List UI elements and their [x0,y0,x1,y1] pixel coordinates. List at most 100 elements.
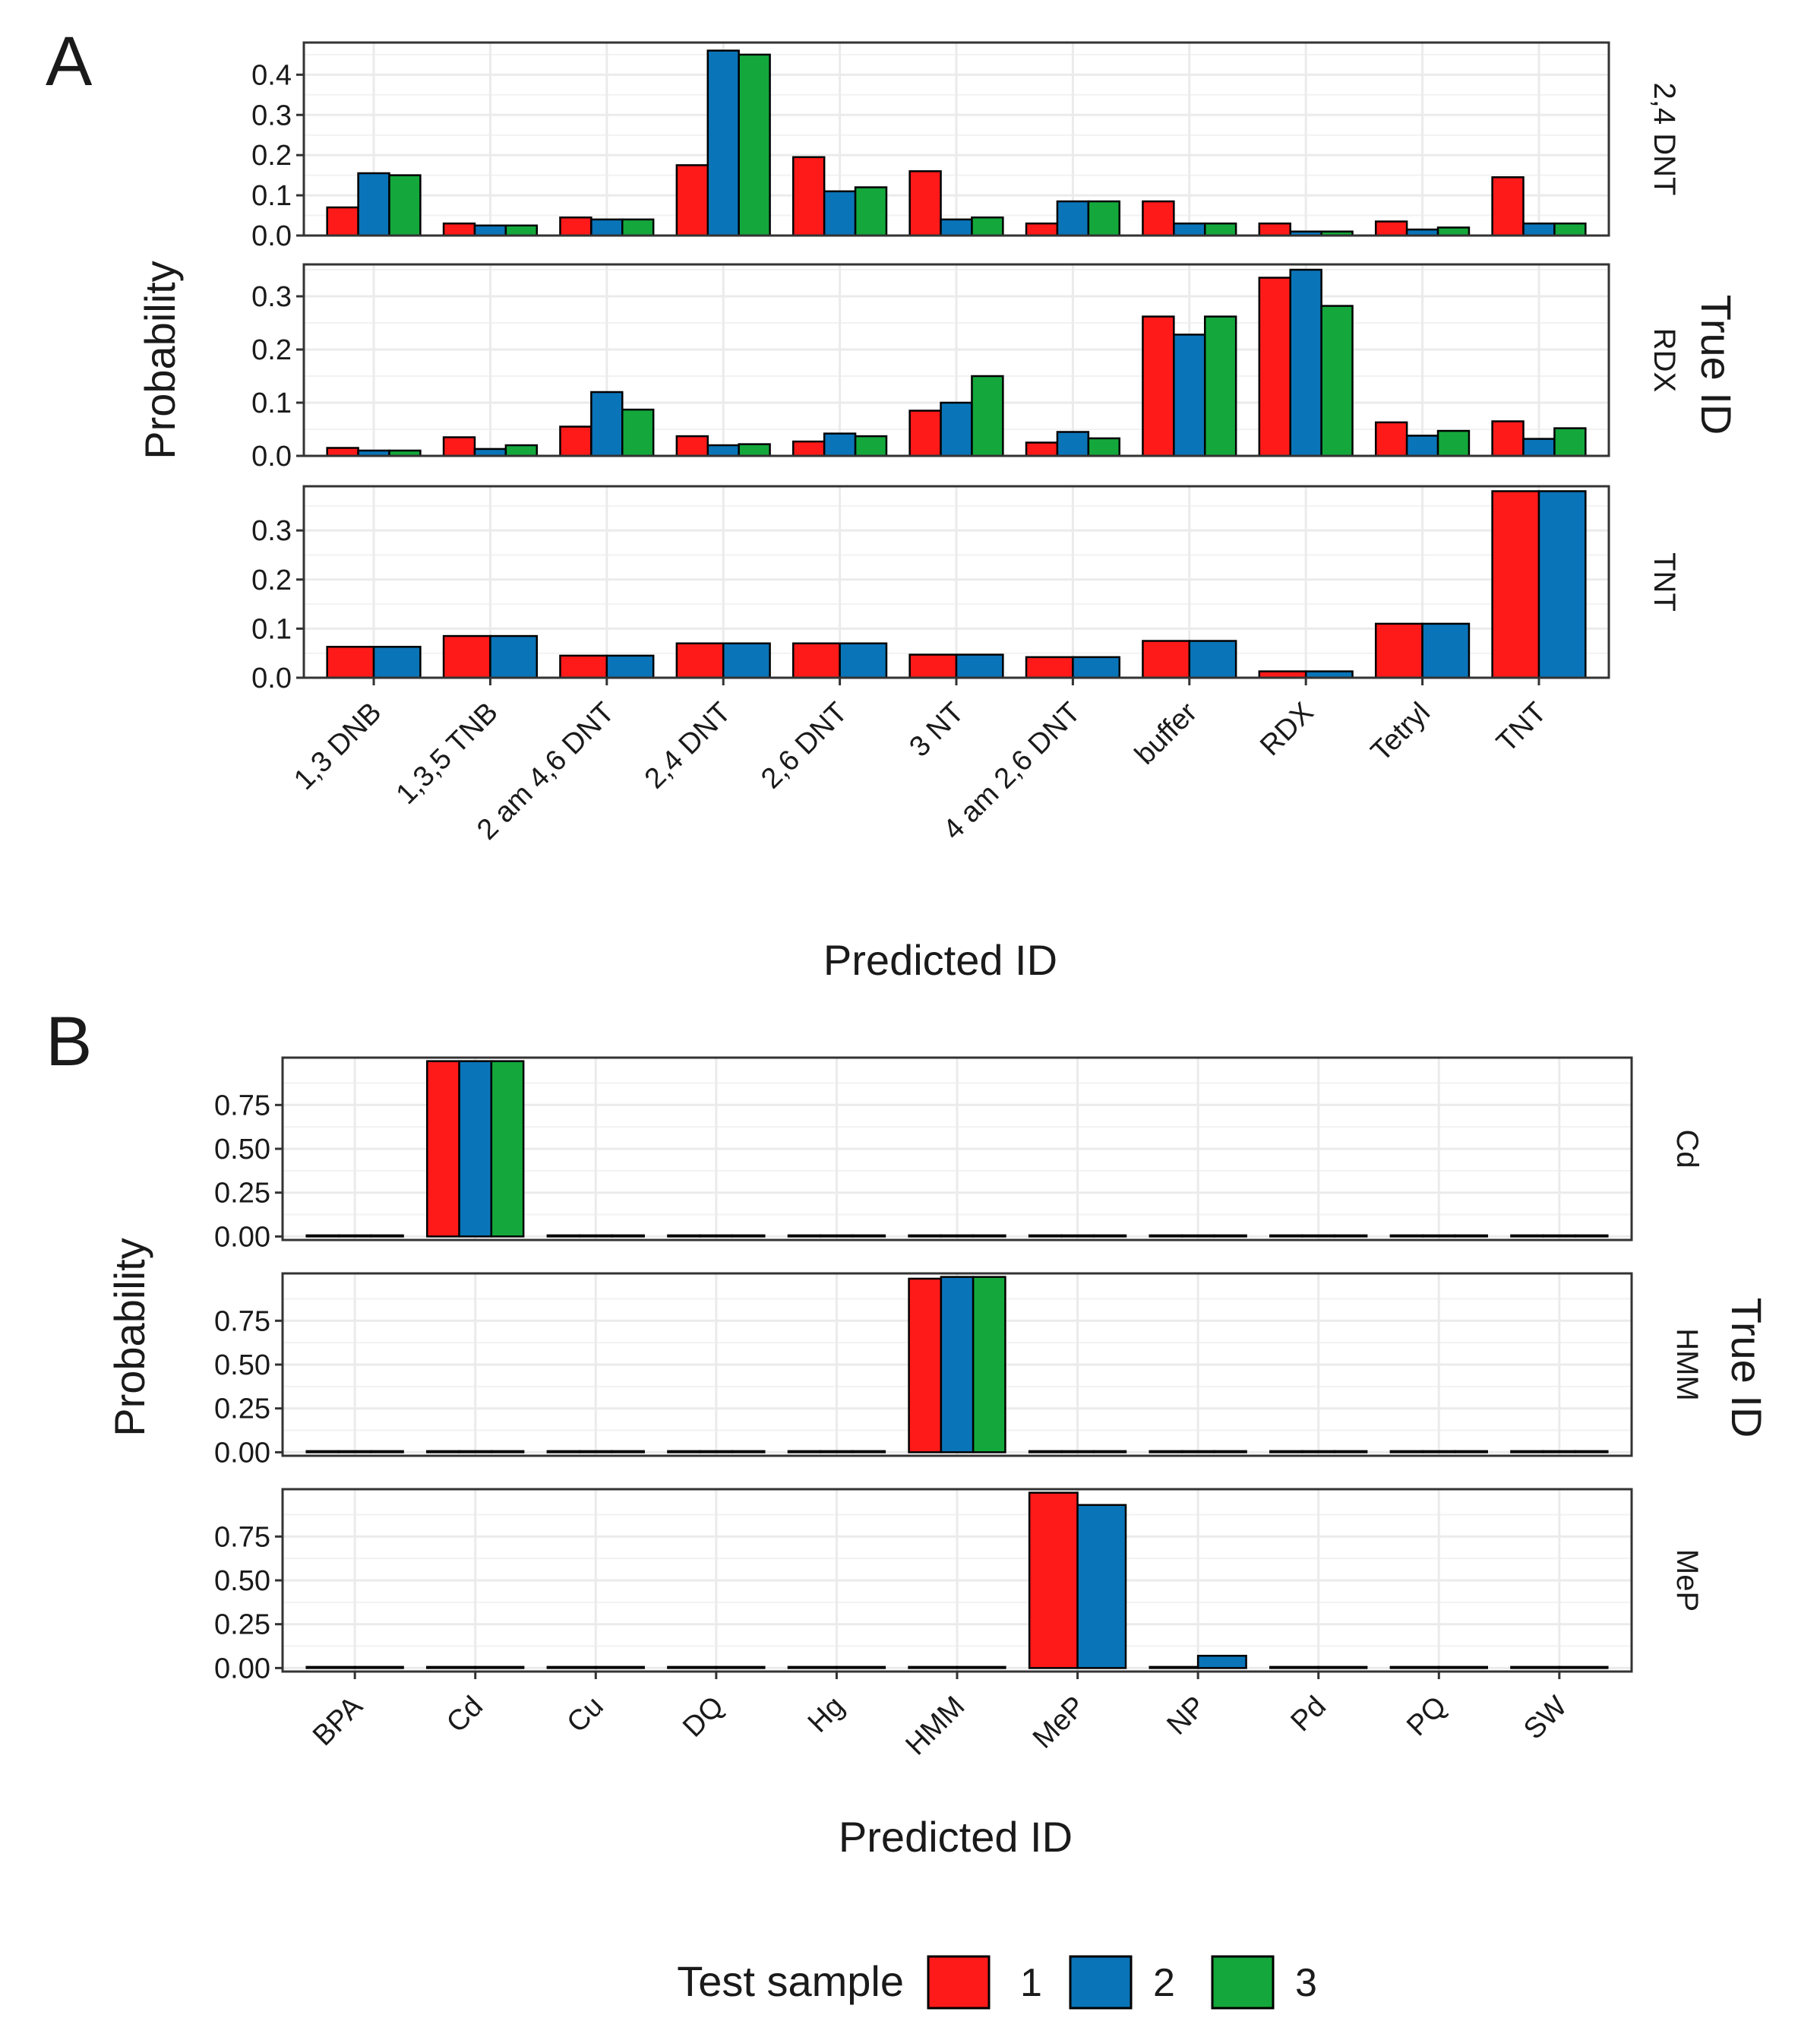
bar-3-3-nt [971,375,1004,457]
bar-2-cu [578,1450,613,1453]
bar-1-hmm [908,1665,959,1669]
bar-1-cd [426,1450,460,1453]
chart-b-xlabel: Predicted ID [839,1813,1073,1861]
chart-a-facet-title: True ID [1692,295,1740,435]
bar-3-np [1213,1234,1247,1238]
y-tick-label: 0.25 [214,1178,270,1210]
bar-2-pd [1301,1450,1336,1453]
y-tick-label: 0.50 [214,1349,270,1381]
bar-2-tnt [1522,222,1556,237]
bar-2-2-am-4-6-dnt [590,218,624,237]
bar-1-2-4-dnt [675,164,709,237]
y-tick-label: 0.25 [214,1393,270,1425]
bar-1-cd [426,1665,476,1669]
bar-1-pd [1269,1450,1303,1453]
bar-1-pd [1269,1234,1303,1238]
facet-strip-label: Cd [1670,1129,1704,1168]
bar-3-buffer [1203,315,1237,457]
panel-letter-b: B [46,1003,92,1080]
bar-1-dq [667,1234,701,1238]
bar-2-pd [1317,1665,1368,1669]
facet-hmm: 0.00 0.25 0.50 0.75 HMM [214,1272,1704,1469]
bar-3-hmm [972,1234,1006,1238]
bar-1-buffer [1142,315,1175,457]
bar-1-tetryl [1374,220,1408,237]
bar-1-2-6-dnt [792,440,826,457]
bar-3-hg [852,1234,886,1238]
y-tick-label: 0.1 [251,613,292,645]
bar-1-tnt [1491,490,1540,679]
facet-strip-label: RDX [1648,328,1681,392]
bar-3-mep [1092,1234,1127,1238]
bar-2-hg [836,1665,886,1669]
bar-3-rdx [1320,305,1354,457]
bar-3-2-4-dnt [738,443,771,457]
bar-3-1-3-5-tnb [504,444,539,457]
bar-1-mep [1028,1450,1063,1453]
chart-b-ylabel: Probability [106,1238,153,1436]
bar-3-sw [1574,1450,1609,1453]
bar-2-hg [820,1234,854,1238]
y-tick-label: 0.75 [214,1090,270,1121]
bar-1-pq [1389,1450,1424,1453]
bar-2-hmm [940,1276,975,1453]
bar-1-2-6-dnt [792,156,826,237]
bar-1-sw [1510,1234,1544,1238]
bar-2-cu [578,1234,613,1238]
bar-1-hmm [908,1234,943,1238]
legend-key-2 [1069,1955,1133,2010]
legend-label-3: 3 [1295,1961,1317,2005]
bar-3-hg [852,1450,886,1453]
bar-1-2-4-dnt [675,435,709,457]
bar-2-cd [458,1450,493,1453]
panel-border [302,263,1610,457]
bar-2-mep [1060,1450,1095,1453]
bar-3-tetryl [1436,226,1471,237]
bar-1-cd [426,1060,460,1238]
chart-b: 0.000.250.500.75Cd0.000.250.500.75HMM0.0… [214,1056,1704,1762]
bar-1-1-3-dnb [326,646,375,679]
bar-1-dq [667,1450,701,1453]
bar-3-pd [1333,1450,1368,1453]
y-tick-label: 0.25 [214,1609,270,1641]
y-tick-label: 0.2 [251,565,292,596]
y-tick-label: 0.2 [251,140,292,172]
bar-1-1-3-dnb [326,447,359,457]
bar-2-sw [1558,1665,1609,1669]
bar-3-dq [731,1234,766,1238]
bar-2-bpa [337,1450,372,1453]
bar-1-mep [1028,1491,1079,1669]
y-tick-label: 0.3 [251,281,292,313]
bar-3-mep [1092,1450,1127,1453]
bar-2-bpa [337,1234,372,1238]
bar-3-tnt [1553,427,1587,457]
y-tick-label: 0.50 [214,1134,270,1166]
bar-3-2-6-dnt [854,186,888,237]
bar-2-pq [1438,1665,1488,1669]
bar-3-1-3-5-tnb [504,224,539,237]
bar-2-mep [1076,1504,1127,1669]
bar-2-pq [1421,1450,1456,1453]
bar-2-cd [458,1060,493,1238]
facet-strip-label: TNT [1648,552,1681,612]
chart-b-facet-title: True ID [1723,1298,1771,1438]
y-tick-label: 0.1 [251,387,292,419]
bar-1-dq [667,1665,718,1669]
bar-2-tnt [1522,438,1556,457]
y-tick-label: 0.3 [251,515,292,547]
y-tick-label: 0.75 [214,1305,270,1337]
bar-2-pd [1301,1234,1336,1238]
bar-2-dq [699,1234,734,1238]
bar-2-4-am-2-6-dnt [1056,200,1090,237]
bar-2-1-3-5-tnb [473,224,507,237]
y-tick-label: 0.50 [214,1565,270,1597]
facet-2-4-dnt: 0.0 0.1 0.2 0.3 0.4 2,4 DNT [251,41,1681,252]
legend-label-1: 1 [1020,1961,1042,2005]
facet-strip-label: 2,4 DNT [1648,83,1681,196]
facet-cd: 0.00 0.25 0.50 0.75 Cd [214,1056,1704,1253]
bar-2-tetryl [1405,435,1439,457]
legend-key-1 [927,1955,991,2010]
chart-a: 0.00.10.20.30.42,4 DNT0.00.10.20.3RDX0.0… [251,41,1681,846]
panel-border [281,1272,1633,1457]
